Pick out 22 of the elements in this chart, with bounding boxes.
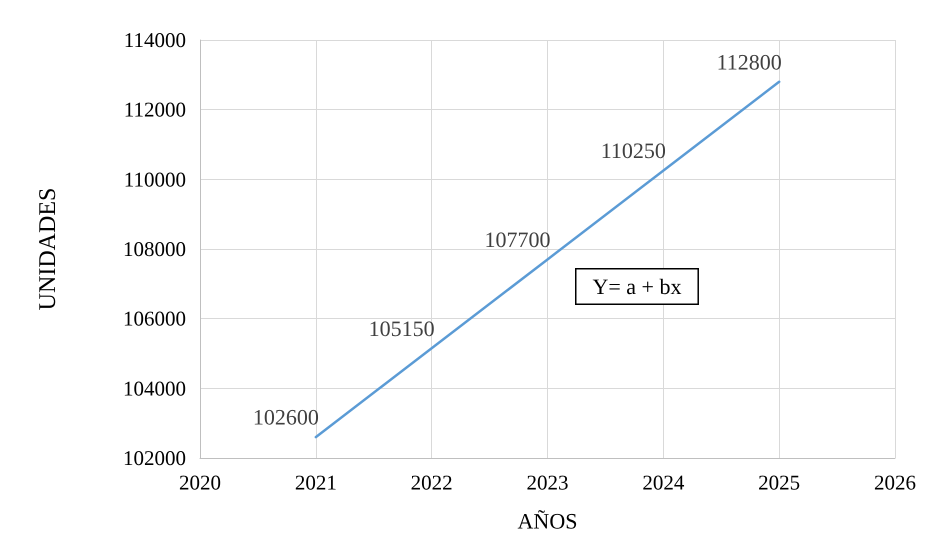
x-tick-label: 2023	[526, 470, 568, 494]
y-axis-title: UNIDADES	[35, 188, 61, 310]
y-tick-label: 112000	[124, 98, 186, 122]
y-tick-label: 110000	[124, 167, 186, 192]
y-tick-label: 106000	[123, 306, 186, 331]
x-tick-label: 2020	[179, 470, 221, 494]
x-tick-label: 2024	[642, 470, 685, 494]
data-label: 112800	[716, 49, 782, 74]
x-tick-label: 2026	[874, 470, 916, 494]
x-tick-label: 2022	[410, 470, 453, 494]
y-tick-label: 104000	[123, 376, 186, 400]
y-tick-label: 108000	[123, 237, 186, 261]
data-label: 107700	[484, 226, 550, 252]
data-label: 105150	[368, 316, 435, 341]
data-label: 102600	[252, 404, 319, 430]
annotation: Y= a + bx	[592, 274, 682, 299]
x-tick-label: 2021	[294, 470, 337, 494]
y-tick-label: 114000	[124, 28, 186, 52]
data-label: 110250	[600, 138, 666, 164]
y-tick-label: 102000	[123, 446, 186, 470]
x-tick-label: 2025	[758, 470, 800, 494]
x-axis-title: AÑOS	[518, 508, 578, 534]
